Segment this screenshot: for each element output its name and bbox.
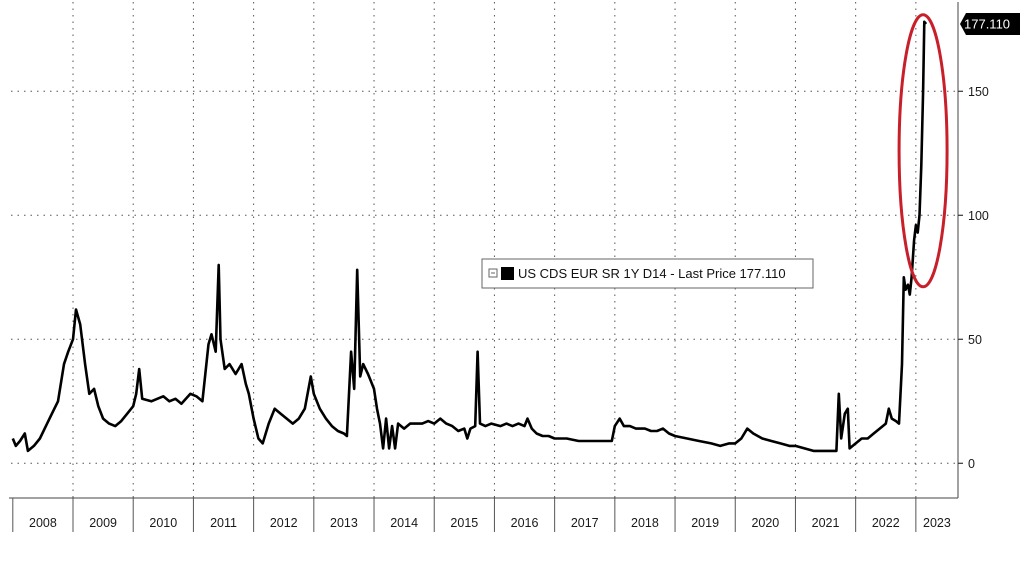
axes: 2008 2009 2010 2011 2012 2013 2014 2015 2016 2017… [9, 2, 989, 532]
series-line [11, 20, 928, 453]
y-tick-label: 0 [968, 457, 975, 471]
y-tick-label: 50 [968, 333, 982, 347]
legend-toggle-icon[interactable] [488, 268, 498, 278]
x-tick-label: 2014 [390, 516, 418, 530]
x-tick-label: 2018 [631, 516, 659, 530]
x-tick-label: 2008 [29, 516, 57, 530]
legend-swatch [501, 267, 514, 280]
series-layer [11, 20, 928, 453]
y-tick-label: 150 [968, 85, 989, 99]
highlight-ellipse [897, 13, 949, 289]
x-tick-label: 2013 [330, 516, 358, 530]
x-tick-label: 2009 [89, 516, 117, 530]
y-tick-label: 100 [968, 209, 989, 223]
legend: US CDS EUR SR 1Y D14 - Last Price 177.11… [481, 258, 814, 289]
x-tick-label: 2010 [149, 516, 177, 530]
x-tick-label: 2011 [210, 516, 237, 530]
x-tick-label: 2022 [872, 516, 900, 530]
x-tick-label: 2012 [270, 516, 298, 530]
annotation-layer: 177.110 [897, 13, 1020, 289]
x-tick-label: 2015 [450, 516, 478, 530]
legend-label: US CDS EUR SR 1Y D14 - Last Price 177.11… [518, 266, 786, 281]
x-tick-label: 2017 [571, 516, 599, 530]
x-tick-label: 2016 [511, 516, 539, 530]
last-price-label: 177.110 [964, 17, 1010, 32]
last-price-tag: 177.110 [960, 13, 1020, 36]
x-tick-label: 2019 [691, 516, 719, 530]
x-tick-label: 2023 [923, 516, 951, 530]
x-tick-label: 2020 [751, 516, 779, 530]
last-price-box [960, 13, 1020, 36]
x-tick-label: 2021 [812, 516, 840, 530]
legend-box [481, 258, 814, 289]
grid [11, 2, 958, 498]
